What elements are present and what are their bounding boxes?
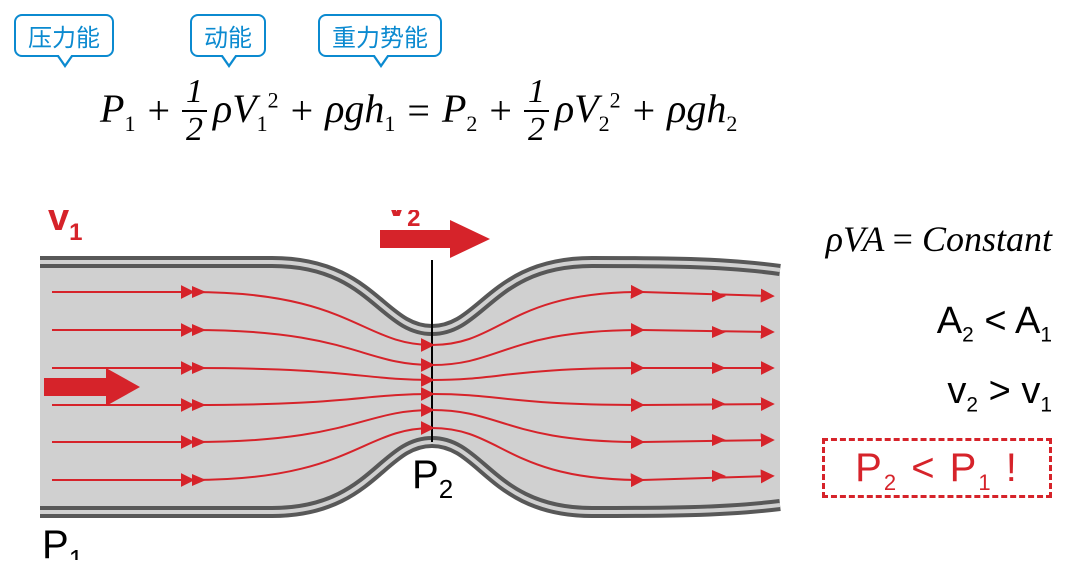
- callout-pressure: 压力能: [14, 14, 114, 57]
- callout-potential: 重力势能: [318, 14, 442, 57]
- eq-half-2: 12: [524, 74, 549, 147]
- label-v2: v2: [386, 210, 421, 232]
- eq-P1: P1: [100, 85, 135, 137]
- equals-icon: =: [401, 87, 436, 134]
- venturi-diagram: v1 v2 P1 P2: [22, 210, 790, 560]
- eq-half-1: 12: [182, 74, 207, 147]
- venturi-svg: v1 v2 P1 P2: [22, 210, 790, 560]
- relation-pressure-box: P2 < P1 !: [822, 438, 1052, 498]
- eq-rhogh1: ρgh1: [325, 85, 395, 137]
- label-P1: P1: [42, 523, 83, 560]
- label-P2: P2: [412, 453, 453, 504]
- pipe-fill: [40, 262, 780, 512]
- plus-icon: +: [141, 87, 176, 134]
- bernoulli-equation: P1 + 12 ρV12 + ρgh1 = P2 + 12 ρV22 + ρgh…: [100, 74, 737, 147]
- eq-rhogh2: ρgh2: [667, 85, 737, 137]
- eq-rhoV1sq: ρV12: [213, 85, 279, 137]
- callout-row: 压力能 动能 重力势能: [14, 14, 442, 57]
- relation-area: A2 < A1: [937, 300, 1052, 348]
- plus-icon: +: [285, 87, 320, 134]
- callout-kinetic: 动能: [190, 14, 266, 57]
- plus-icon: +: [627, 87, 662, 134]
- plus-icon: +: [483, 87, 518, 134]
- eq-P2: P2: [442, 85, 477, 137]
- relation-velocity: v2 > v1: [947, 370, 1052, 418]
- throat-arrow-icon: [380, 220, 490, 258]
- continuity-equation: ρVA = ρVA = ConstantConstant: [826, 218, 1052, 260]
- eq-rhoV2sq: ρV22: [555, 85, 621, 137]
- label-v1: v1: [48, 210, 83, 246]
